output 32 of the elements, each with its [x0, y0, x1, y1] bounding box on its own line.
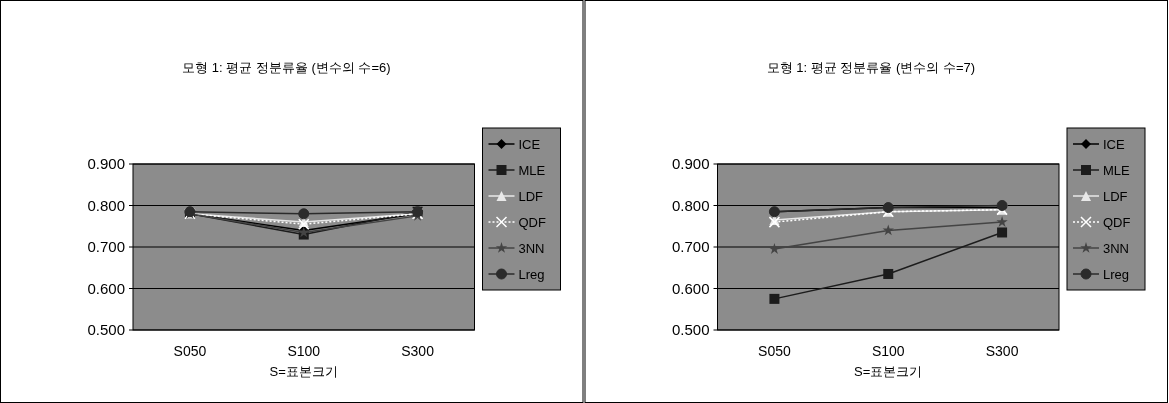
y-tick-label: 0.800 — [671, 196, 710, 214]
y-tick-label: 0.600 — [87, 279, 125, 297]
legend-label: Lreg — [518, 267, 545, 282]
legend-label: Lreg — [1103, 267, 1130, 282]
y-tick-label: 0.500 — [671, 321, 710, 338]
y-tick-label: 0.600 — [671, 279, 710, 297]
y-tick-label: 0.900 — [87, 155, 125, 172]
y-tick-label: 0.900 — [671, 155, 710, 172]
y-tick-label: 0.700 — [671, 238, 710, 255]
x-tick-label: S300 — [401, 343, 435, 359]
chart-title: 모형 1: 평균 정분류율 (변수의 수=7) — [766, 60, 976, 75]
x-tick-label: S100 — [871, 343, 905, 359]
legend-label: MLE — [518, 163, 546, 178]
legend-label: ICE — [1103, 137, 1125, 152]
legend-label: MLE — [1103, 163, 1131, 178]
y-tick-label: 0.700 — [87, 238, 125, 255]
legend-label: ICE — [518, 137, 541, 152]
y-tick-label: 0.500 — [87, 321, 125, 338]
legend-label: LDF — [1103, 189, 1128, 204]
chart-title: 모형 1: 평균 정분류율 (변수의 수=6) — [182, 60, 391, 75]
legend-label: QDF — [518, 215, 546, 230]
x-tick-label: S050 — [758, 343, 791, 359]
legend-label: LDF — [518, 189, 544, 204]
x-tick-label: S300 — [985, 343, 1019, 359]
legend-label: 3NN — [1103, 241, 1130, 256]
x-axis-title: S=표본크기 — [854, 364, 923, 379]
legend-label: 3NN — [518, 241, 545, 256]
x-tick-label: S100 — [287, 343, 321, 359]
y-tick-label: 0.800 — [87, 196, 125, 214]
x-axis-title: S=표본크기 — [269, 364, 338, 379]
x-tick-label: S050 — [173, 343, 207, 359]
legend-label: QDF — [1103, 215, 1131, 230]
